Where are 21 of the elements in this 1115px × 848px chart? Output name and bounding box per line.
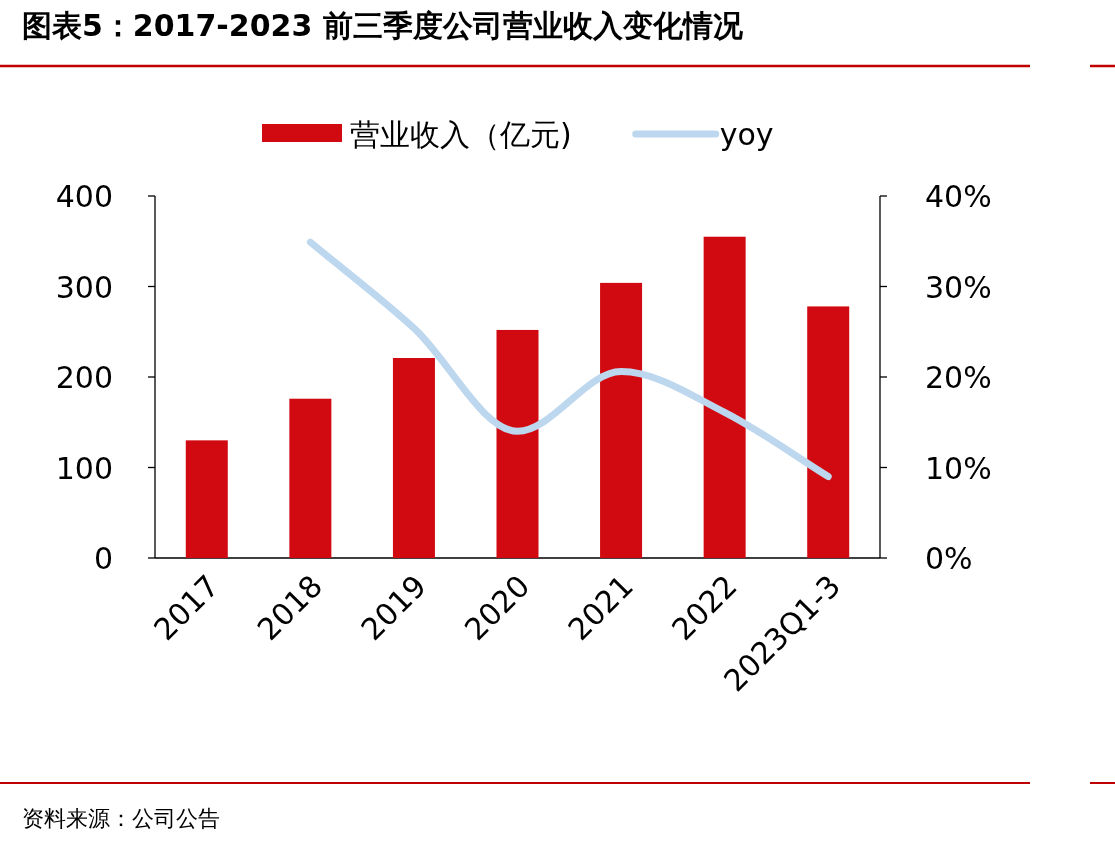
bar [496,329,539,558]
bar [600,282,643,558]
y2-tick-label: 0% [925,541,973,576]
y2-tick-label: 10% [925,450,992,486]
text: 资料来源：公司公告 [22,806,220,831]
chart-title: 图表5：2017-2023 前三季度公司营业收入变化情况 [22,8,744,43]
bar [703,236,746,558]
y-tick-label: 0 [93,541,113,576]
bar [185,440,228,558]
bar [807,306,850,558]
y-tick-label: 400 [55,179,113,214]
legend-label: 营业收入（亿元) [350,117,572,152]
y2-tick-label: 20% [925,360,992,395]
y2-tick-label: 30% [925,269,992,305]
bar [289,398,332,558]
bar [392,358,435,558]
y-tick-label: 300 [55,269,113,305]
y2-tick-label: 40% [925,179,992,214]
legend-label: yoy [719,117,774,152]
y-tick-label: 200 [55,360,113,395]
y-tick-label: 100 [55,450,113,486]
